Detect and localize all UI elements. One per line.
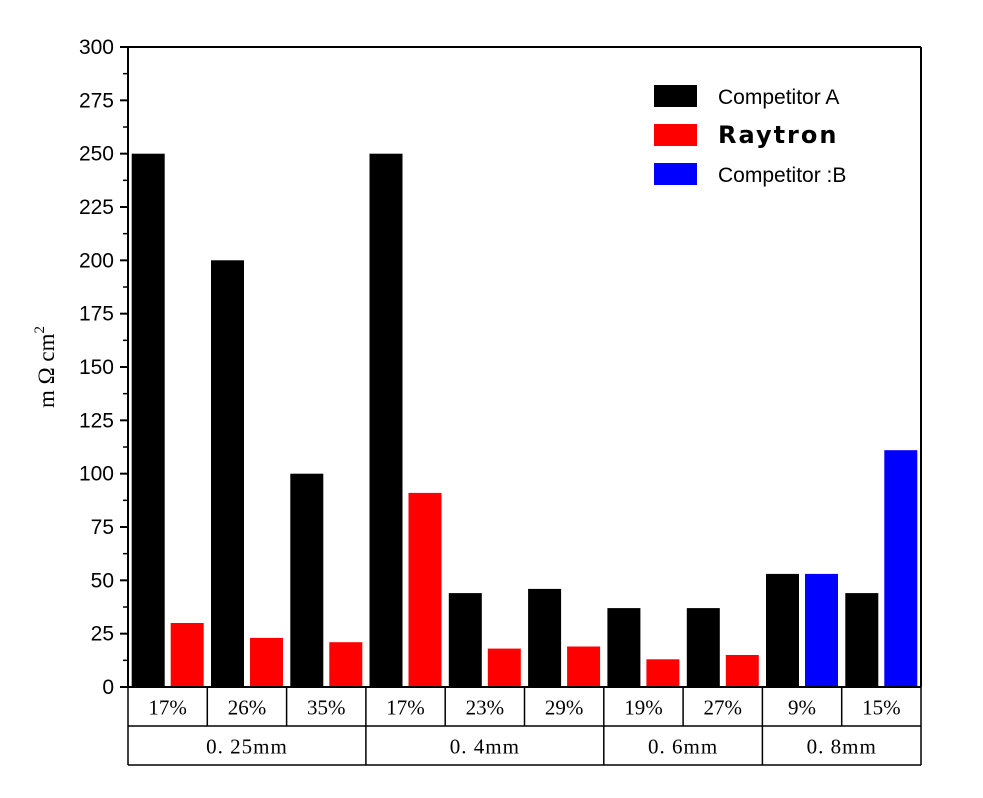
bar-competitor-b-9 xyxy=(884,450,918,687)
legend-swatch-2 xyxy=(654,163,697,185)
category-label-5: 29% xyxy=(545,696,584,720)
axes-layer: 0 25 50 75 100 125 150 175 200 225 250 275 300 xyxy=(79,36,922,699)
bar-competitor-a-1 xyxy=(211,260,244,687)
bar-competitor-a-6 xyxy=(607,608,641,687)
bar-competitor-a-5 xyxy=(528,588,562,687)
category-label-8: 9% xyxy=(788,696,816,720)
category-label-0: 17% xyxy=(148,696,187,720)
y-tick-label-125: 125 xyxy=(79,409,114,432)
bar-raytron-7 xyxy=(725,655,759,687)
y-tick-label-225: 225 xyxy=(79,196,114,219)
bar-raytron-6 xyxy=(646,659,680,687)
bar-raytron-2 xyxy=(329,642,363,687)
bar-competitor-a-0 xyxy=(131,153,165,687)
category-label-2: 35% xyxy=(307,696,346,720)
category-label-7: 27% xyxy=(704,696,743,720)
bar-raytron-5 xyxy=(567,646,601,687)
y-tick-label-25: 25 xyxy=(91,623,114,646)
group-label-2: 0. 6mm xyxy=(648,735,718,759)
y-tick-label-100: 100 xyxy=(79,463,114,486)
group-label-1: 0. 4mm xyxy=(450,735,520,759)
legend-swatch-0 xyxy=(654,85,697,107)
legend-label-2: Competitor :B xyxy=(718,164,846,187)
group-label-3: 0. 8mm xyxy=(807,735,877,759)
bar-competitor-a-4 xyxy=(448,593,482,687)
y-tick-label-75: 75 xyxy=(91,516,114,539)
bars-layer xyxy=(131,153,918,687)
category-label-1: 26% xyxy=(228,696,267,720)
y-tick-label-250: 250 xyxy=(79,143,114,166)
bar-competitor-a-9 xyxy=(845,593,879,687)
category-table: 17% 26% 35% 17% 23% 29% 19% 27% 9% 15% 0. 25mm 0. 4… xyxy=(127,687,922,766)
y-tick-label-300: 300 xyxy=(79,36,114,59)
category-label-3: 17% xyxy=(386,696,425,720)
y-tick-label-275: 275 xyxy=(79,89,114,112)
bar-raytron-3 xyxy=(408,492,442,687)
bar-competitor-a-3 xyxy=(369,153,403,687)
category-label-4: 23% xyxy=(466,696,505,720)
bar-competitor-a-2 xyxy=(290,473,324,687)
y-axis-label: m Ω cm2 xyxy=(32,326,59,408)
legend-label-0: Competitor A xyxy=(718,86,839,109)
y-axis-label-base: m Ω cm xyxy=(34,333,59,408)
legend: Competitor A Raytron Competitor :B xyxy=(654,85,846,187)
bar-raytron-1 xyxy=(250,637,283,687)
legend-label-1: Raytron xyxy=(718,121,838,149)
bar-raytron-0 xyxy=(170,623,204,687)
y-tick-label-50: 50 xyxy=(91,569,114,592)
category-label-6: 19% xyxy=(624,696,663,720)
y-tick-label-150: 150 xyxy=(79,356,114,379)
category-label-9: 15% xyxy=(862,696,901,720)
bar-competitor-a-7 xyxy=(686,608,720,687)
y-tick-label-175: 175 xyxy=(79,303,114,326)
legend-swatch-1 xyxy=(654,124,697,146)
bar-raytron-4 xyxy=(487,648,521,687)
bar-competitor-a-8 xyxy=(766,573,799,687)
group-label-0: 0. 25mm xyxy=(206,735,288,759)
y-tick-label-0: 0 xyxy=(102,676,114,699)
y-axis-label-sup: 2 xyxy=(32,326,48,334)
bar-competitor-b-8 xyxy=(805,573,838,687)
y-tick-label-200: 200 xyxy=(79,249,114,272)
